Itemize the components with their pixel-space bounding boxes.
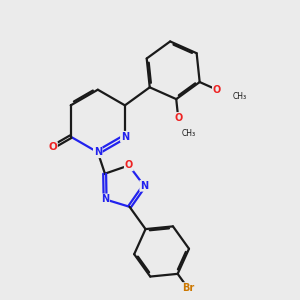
Text: O: O [48,142,57,152]
Text: CH₃: CH₃ [233,92,247,101]
Text: N: N [121,132,129,142]
Text: O: O [125,160,133,170]
Text: N: N [101,194,109,204]
Text: CH₃: CH₃ [181,129,195,138]
Text: O: O [174,113,182,123]
Text: Br: Br [182,283,194,293]
Text: N: N [94,147,102,157]
Text: O: O [213,85,221,95]
Text: N: N [140,181,148,191]
